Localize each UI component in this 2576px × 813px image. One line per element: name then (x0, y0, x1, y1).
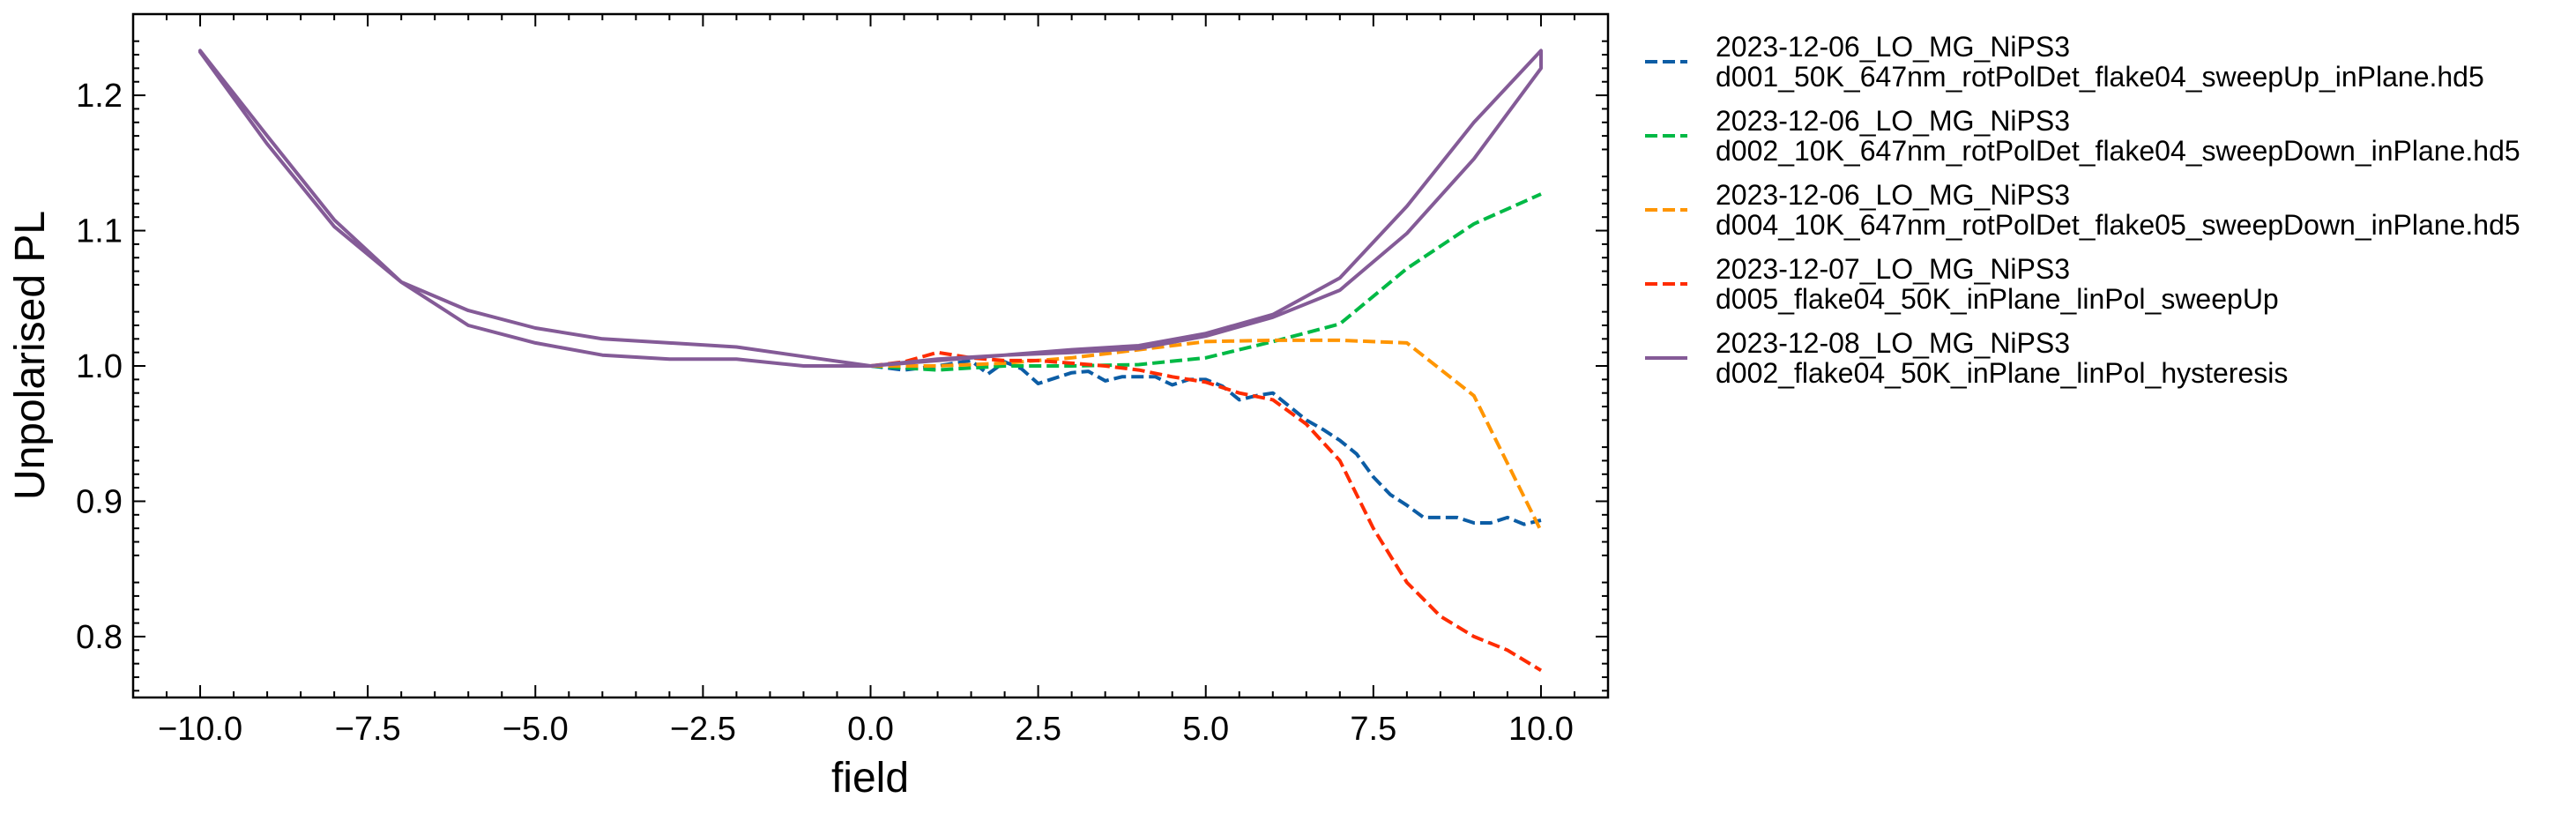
series-line-4 (870, 350, 1543, 673)
series-line-3 (870, 338, 1543, 533)
legend-label: 2023-12-06_LO_MG_NiPS3 (1716, 105, 2070, 137)
plot-frame (131, 12, 1610, 699)
x-tick-label: 2.5 (1015, 711, 1061, 748)
legend: 2023-12-06_LO_MG_NiPS3d001_50K_647nm_rot… (1645, 31, 2520, 389)
legend-item: 2023-12-06_LO_MG_NiPS3d004_10K_647nm_rot… (1645, 179, 2520, 241)
y-tick-label: 1.0 (76, 348, 123, 385)
x-tick-label: −10.0 (158, 711, 242, 748)
x-tick-label: 7.5 (1350, 711, 1396, 748)
y-tick-label: 0.9 (76, 483, 123, 520)
x-tick-label: −5.0 (503, 711, 569, 748)
y-tick-label: 1.2 (76, 78, 123, 115)
legend-label: d002_flake04_50K_inPlane_linPol_hysteres… (1716, 357, 2288, 389)
x-tick-label: 10.0 (1508, 711, 1574, 748)
y-tick-label: 0.8 (76, 619, 123, 656)
legend-label: d001_50K_647nm_rotPolDet_flake04_sweepUp… (1716, 61, 2484, 93)
legend-item: 2023-12-07_LO_MG_NiPS3d005_flake04_50K_i… (1645, 253, 2279, 315)
legend-item: 2023-12-08_LO_MG_NiPS3d002_flake04_50K_i… (1645, 327, 2288, 389)
legend-label: 2023-12-06_LO_MG_NiPS3 (1716, 31, 2070, 63)
legend-label: d005_flake04_50K_inPlane_linPol_sweepUp (1716, 283, 2279, 315)
legend-item: 2023-12-06_LO_MG_NiPS3d001_50K_647nm_rot… (1645, 31, 2484, 93)
legend-label: 2023-12-07_LO_MG_NiPS3 (1716, 253, 2070, 285)
legend-label: 2023-12-08_LO_MG_NiPS3 (1716, 327, 2070, 359)
y-tick-label: 1.1 (76, 213, 123, 250)
x-tick-label: 0.0 (847, 711, 894, 748)
x-axis-label: field (831, 755, 909, 802)
legend-label: d004_10K_647nm_rotPolDet_flake05_sweepDo… (1716, 209, 2520, 241)
legend-label: d002_10K_647nm_rotPolDet_flake04_sweepDo… (1716, 135, 2520, 167)
y-axis-label: Unpolarised PL (7, 211, 54, 500)
legend-label: 2023-12-06_LO_MG_NiPS3 (1716, 179, 2070, 211)
series-line-1 (870, 358, 1542, 526)
axis-ticks (133, 14, 1608, 697)
x-tick-label: −2.5 (670, 711, 736, 748)
series-line-2 (870, 192, 1542, 372)
x-tick-label: 5.0 (1182, 711, 1229, 748)
x-tick-label: −7.5 (335, 711, 401, 748)
legend-item: 2023-12-06_LO_MG_NiPS3d002_10K_647nm_rot… (1645, 105, 2520, 167)
tick-labels: −10.0 −7.5 −5.0 −2.5 0.0 2.5 5.0 7.5 10.0 0.8 0.9 1… (76, 78, 1574, 748)
series-layer (198, 48, 1543, 673)
series-line-5 (198, 48, 1543, 368)
